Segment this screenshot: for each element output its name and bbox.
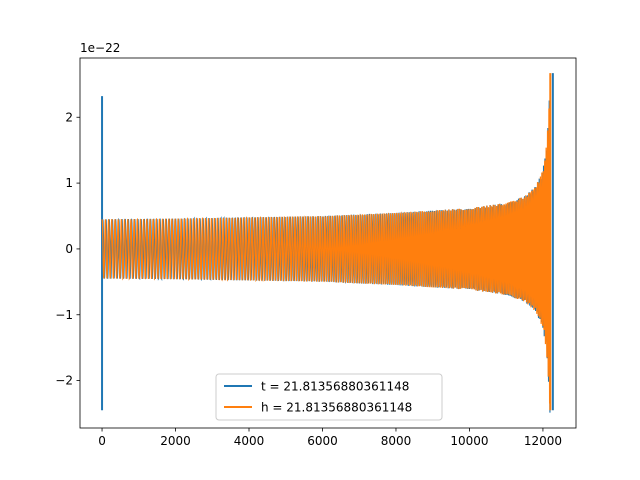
plot-area: [101, 73, 554, 413]
y-tick-label: −2: [55, 374, 73, 388]
x-tick-label: 10000: [450, 434, 488, 448]
y-tick-label: −1: [55, 308, 73, 322]
x-tick-label: 6000: [307, 434, 338, 448]
legend-box: [215, 373, 443, 421]
legend-label: t = 21.81356880361148: [261, 380, 409, 394]
x-axis: 0 2000 4000 6000 8000 10000 12000: [98, 428, 562, 448]
legend: t = 21.81356880361148 h = 21.813568803611…: [215, 373, 443, 421]
y-offset-label: 1e−22: [80, 41, 120, 55]
x-tick-label: 8000: [381, 434, 412, 448]
legend-label: h = 21.81356880361148: [261, 401, 412, 415]
x-tick-label: 2000: [160, 434, 191, 448]
y-tick-label: 2: [65, 110, 73, 124]
y-axis: −2 −1 0 1 2: [55, 110, 80, 388]
x-tick-label: 4000: [234, 434, 265, 448]
y-tick-label: 0: [65, 242, 73, 256]
x-tick-label: 12000: [524, 434, 562, 448]
axes-frame: [79, 57, 577, 429]
series-line-2: [101, 80, 551, 404]
y-tick-label: 1: [65, 176, 73, 190]
x-tick-label: 0: [98, 434, 106, 448]
